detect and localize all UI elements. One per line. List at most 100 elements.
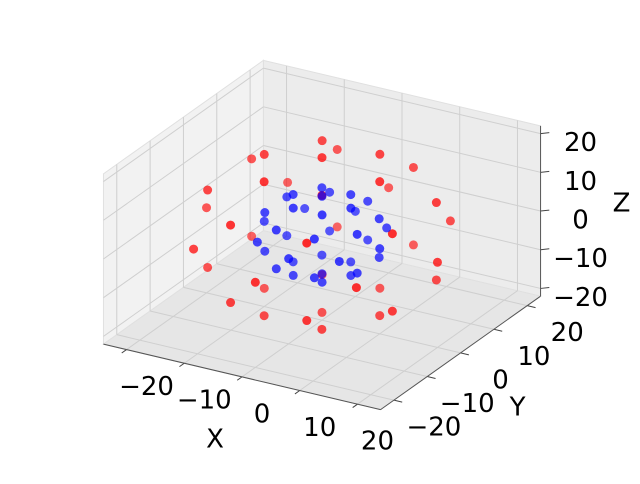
tick-mark: [493, 328, 503, 332]
grid-line: [149, 310, 428, 378]
point: [259, 216, 269, 226]
point: [271, 264, 281, 274]
point: [431, 275, 441, 285]
grid-line: [263, 67, 541, 135]
point: [189, 244, 199, 254]
tick-mark: [540, 132, 550, 135]
point: [302, 238, 312, 248]
grid-line: [263, 183, 541, 251]
point: [334, 256, 344, 266]
point: [363, 196, 373, 206]
axis-line: [380, 295, 541, 411]
axis-title: Y: [509, 392, 526, 422]
point: [317, 210, 327, 220]
tick-label: 20: [361, 427, 394, 457]
tick-mark: [527, 305, 536, 309]
point: [374, 252, 384, 262]
axis-title: X: [206, 424, 224, 454]
point: [375, 283, 385, 293]
point: [346, 270, 356, 280]
point: [247, 231, 257, 241]
grid: [103, 65, 541, 405]
point: [325, 187, 335, 197]
point: [282, 231, 292, 241]
point: [445, 216, 455, 226]
point: [346, 257, 356, 267]
point: [226, 298, 236, 308]
point: [259, 149, 269, 159]
grid-line: [263, 145, 541, 212]
tick-label: 10: [564, 167, 597, 197]
point: [283, 177, 293, 187]
point: [431, 198, 441, 208]
point: [288, 270, 298, 280]
point: [346, 190, 356, 200]
point: [351, 283, 361, 293]
point: [346, 203, 356, 213]
point: [203, 262, 213, 272]
grid-line: [116, 334, 395, 401]
tick-label: −10: [553, 244, 608, 274]
grid-line: [216, 263, 495, 330]
tick-label: 0: [572, 206, 589, 236]
points: [189, 136, 455, 334]
tick-mark: [179, 362, 185, 368]
point: [317, 250, 327, 260]
grid-line: [103, 183, 264, 299]
tick-mark: [540, 209, 550, 212]
axis-line: [103, 343, 381, 411]
grid-line: [103, 145, 264, 260]
point: [352, 229, 362, 239]
point: [288, 203, 298, 213]
point: [325, 226, 335, 236]
point: [432, 257, 442, 267]
point: [259, 283, 269, 293]
point: [408, 162, 418, 172]
point: [302, 316, 312, 326]
tick-mark: [352, 403, 358, 408]
grid-line: [263, 222, 541, 289]
point: [384, 183, 394, 193]
tick-mark: [393, 399, 403, 403]
point: [317, 183, 327, 193]
point: [375, 149, 385, 159]
point: [202, 203, 212, 213]
point: [387, 229, 397, 239]
point: [317, 324, 327, 334]
tick-label: 20: [564, 128, 597, 158]
point: [259, 311, 269, 321]
point: [247, 154, 257, 164]
tick-label: −10: [440, 389, 495, 419]
tick-mark: [427, 376, 436, 379]
tick-label: −10: [177, 386, 232, 416]
grid-line: [263, 106, 541, 173]
point: [382, 223, 392, 233]
tick-mark: [460, 352, 469, 356]
point: [252, 237, 262, 247]
tick-label: −20: [119, 372, 174, 402]
tick-label: 0: [254, 399, 271, 429]
point: [288, 190, 298, 200]
point: [309, 273, 319, 283]
point: [332, 222, 342, 232]
tick-label: −20: [406, 413, 461, 443]
point: [317, 153, 327, 163]
grid-line: [103, 67, 264, 182]
tick-label: −20: [553, 283, 608, 313]
tick-label: 10: [517, 342, 550, 372]
tick-mark: [540, 248, 550, 251]
grid-line: [249, 239, 528, 307]
point: [259, 177, 269, 187]
tick-mark: [540, 286, 550, 289]
point: [375, 177, 385, 187]
point: [317, 136, 327, 146]
point: [300, 204, 310, 214]
tick-mark: [236, 376, 243, 381]
tick-label: 0: [492, 365, 509, 395]
point: [332, 144, 342, 154]
point: [226, 220, 236, 230]
point: [317, 307, 327, 317]
